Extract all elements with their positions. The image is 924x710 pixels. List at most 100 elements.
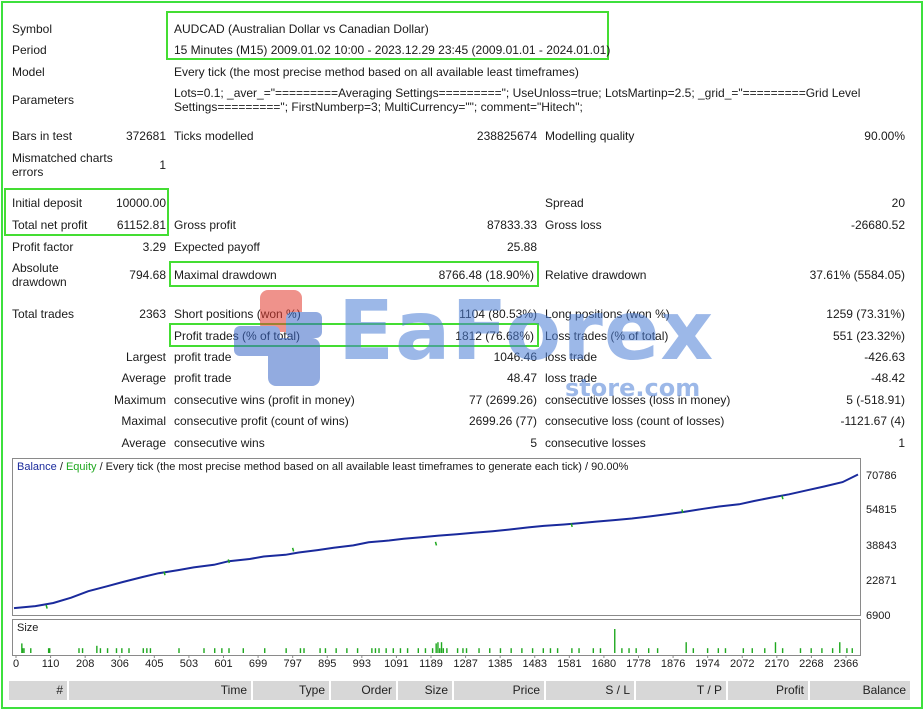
column-header-price[interactable]: Price xyxy=(454,681,546,700)
x-tick-label: 797 xyxy=(283,658,302,670)
modelling-quality-value: 90.00% xyxy=(864,129,905,143)
expected-payoff-label: Expected payoff xyxy=(174,240,260,254)
symbol-value: AUDCAD (Australian Dollar vs Canadian Do… xyxy=(174,22,429,36)
initial-deposit-value: 10000.00 xyxy=(115,196,166,210)
x-tick-label: 208 xyxy=(75,658,95,670)
loss-trades-label: Loss trades (% of total) xyxy=(545,329,669,343)
relative-drawdown-value: 37.61% (5584.05) xyxy=(809,268,905,282)
average-profit-label: profit trade xyxy=(174,371,232,385)
model-label: Model xyxy=(12,65,45,79)
maximum-wins-label: consecutive wins (profit in money) xyxy=(174,393,355,407)
gross-profit-value: 87833.33 xyxy=(486,218,537,232)
gross-loss-value: -26680.52 xyxy=(850,218,905,232)
mismatched-label-1: Mismatched charts xyxy=(12,151,113,165)
x-tick-label: 306 xyxy=(110,658,129,670)
column-header-time[interactable]: Time xyxy=(69,681,253,700)
x-tick-label: 405 xyxy=(145,658,164,670)
ticks-modelled-label: Ticks modelled xyxy=(174,129,254,143)
maximal-profit-value: 2699.26 (77) xyxy=(468,414,537,428)
spread-value: 20 xyxy=(891,196,905,210)
legend-balance: Balance xyxy=(17,461,57,473)
absolute-drawdown-value: 794.68 xyxy=(129,268,166,282)
maximal-drawdown-label: Maximal drawdown xyxy=(174,268,277,282)
period-value: 15 Minutes (M15) 2009.01.02 10:00 - 2023… xyxy=(174,43,611,57)
watermark-logo: EaForex store.com xyxy=(230,282,730,412)
watermark-logo-icon xyxy=(234,290,322,386)
average-consecutive-losses-value: 1 xyxy=(898,436,905,450)
x-tick-label: 1189 xyxy=(419,658,443,670)
parameters-label: Parameters xyxy=(12,93,75,107)
symbol-label: Symbol xyxy=(12,22,53,36)
x-tick-label: 2072 xyxy=(730,658,755,670)
spread-label: Spread xyxy=(545,196,584,210)
column-header-size[interactable]: Size xyxy=(398,681,454,700)
highlight-profit-trades xyxy=(169,323,539,347)
maximum-wins-value: 77 (2699.26) xyxy=(468,393,537,407)
average-consecutive-losses-label: consecutive losses xyxy=(545,436,646,450)
average-loss-value: -48.42 xyxy=(870,371,905,385)
maximum-losses-label: consecutive losses (loss in money) xyxy=(545,393,731,407)
column-header-balance[interactable]: Balance xyxy=(810,681,912,700)
gross-loss-label: Gross loss xyxy=(545,218,602,232)
x-tick-label: 2268 xyxy=(799,658,824,670)
size-chart-panel xyxy=(12,619,861,656)
parameters-line-2: Settings========="; FirstNumberp=3; Mult… xyxy=(174,100,583,114)
ticks-modelled-value: 238825674 xyxy=(476,129,537,143)
x-tick-label: 601 xyxy=(214,658,233,670)
chart-legend: Balance / Equity / Every tick (the most … xyxy=(17,461,628,474)
average-profit-value: 48.47 xyxy=(506,371,537,385)
legend-description: / Every tick (the most precise method ba… xyxy=(96,461,629,473)
x-tick-label: 895 xyxy=(318,658,337,670)
x-tick-label: 503 xyxy=(179,658,199,670)
relative-drawdown-label: Relative drawdown xyxy=(545,268,647,282)
absolute-drawdown-label-2: drawdown xyxy=(12,275,67,289)
average-consecutive-wins-label: consecutive wins xyxy=(174,436,265,450)
maximal-label: Maximal xyxy=(121,414,166,428)
x-tick-label: 1680 xyxy=(591,658,617,670)
long-positions-value: 1259 (73.31%) xyxy=(826,307,905,321)
largest-label: Largest xyxy=(125,350,166,364)
column-header-type[interactable]: Type xyxy=(253,681,331,700)
long-positions-label: Long positions (won %) xyxy=(545,307,670,321)
highlight-maximal-drawdown xyxy=(169,261,539,287)
profit-factor-value: 3.29 xyxy=(142,240,166,254)
x-tick-label: 1581 xyxy=(557,658,582,670)
total-trades-label: Total trades xyxy=(12,307,75,321)
maximum-losses-value: 5 (-518.91) xyxy=(846,393,905,407)
largest-loss-value: -426.63 xyxy=(864,350,905,364)
parameters-line-1: Lots=0.1; _aver_="=========Averaging Set… xyxy=(174,86,861,100)
short-positions-value: 1104 (80.53%) xyxy=(459,307,537,321)
average-loss-label: loss trade xyxy=(545,371,598,385)
mismatched-label-2: errors xyxy=(12,165,44,179)
x-tick-label: 1385 xyxy=(487,658,513,670)
x-tick-label: 1778 xyxy=(626,658,651,670)
gross-profit-label: Gross profit xyxy=(174,218,237,232)
x-tick-label: 1483 xyxy=(522,658,547,670)
period-label: Period xyxy=(12,43,47,57)
column-header-number[interactable]: # xyxy=(9,681,69,700)
y-tick-label: 70786 xyxy=(866,470,897,482)
bars-in-test-label: Bars in test xyxy=(12,129,73,143)
column-header-order[interactable]: Order xyxy=(331,681,398,700)
expected-payoff-value: 25.88 xyxy=(506,240,537,254)
x-tick-label: 2366 xyxy=(833,658,859,670)
maximal-loss-value: -1121.67 (4) xyxy=(840,414,905,428)
x-tick-label: 1876 xyxy=(660,658,686,670)
highlight-symbol-period xyxy=(166,11,609,60)
y-tick-label: 6900 xyxy=(866,610,891,622)
watermark-subtext: store.com xyxy=(565,374,701,402)
x-tick-label: 1091 xyxy=(384,658,409,670)
column-header-profit[interactable]: Profit xyxy=(728,681,810,700)
total-net-profit-label: Total net profit xyxy=(12,218,88,232)
x-tick-label: 1974 xyxy=(695,658,720,670)
x-tick-label: 2170 xyxy=(764,658,790,670)
column-header-sl[interactable]: S / L xyxy=(546,681,636,700)
x-tick-label: 1287 xyxy=(453,658,478,670)
column-header-tp[interactable]: T / P xyxy=(636,681,728,700)
absolute-drawdown-label-1: Absolute xyxy=(12,261,59,275)
highlight-deposit-profit xyxy=(4,188,169,236)
balance-chart-panel xyxy=(12,458,861,616)
profit-factor-label: Profit factor xyxy=(12,240,74,254)
